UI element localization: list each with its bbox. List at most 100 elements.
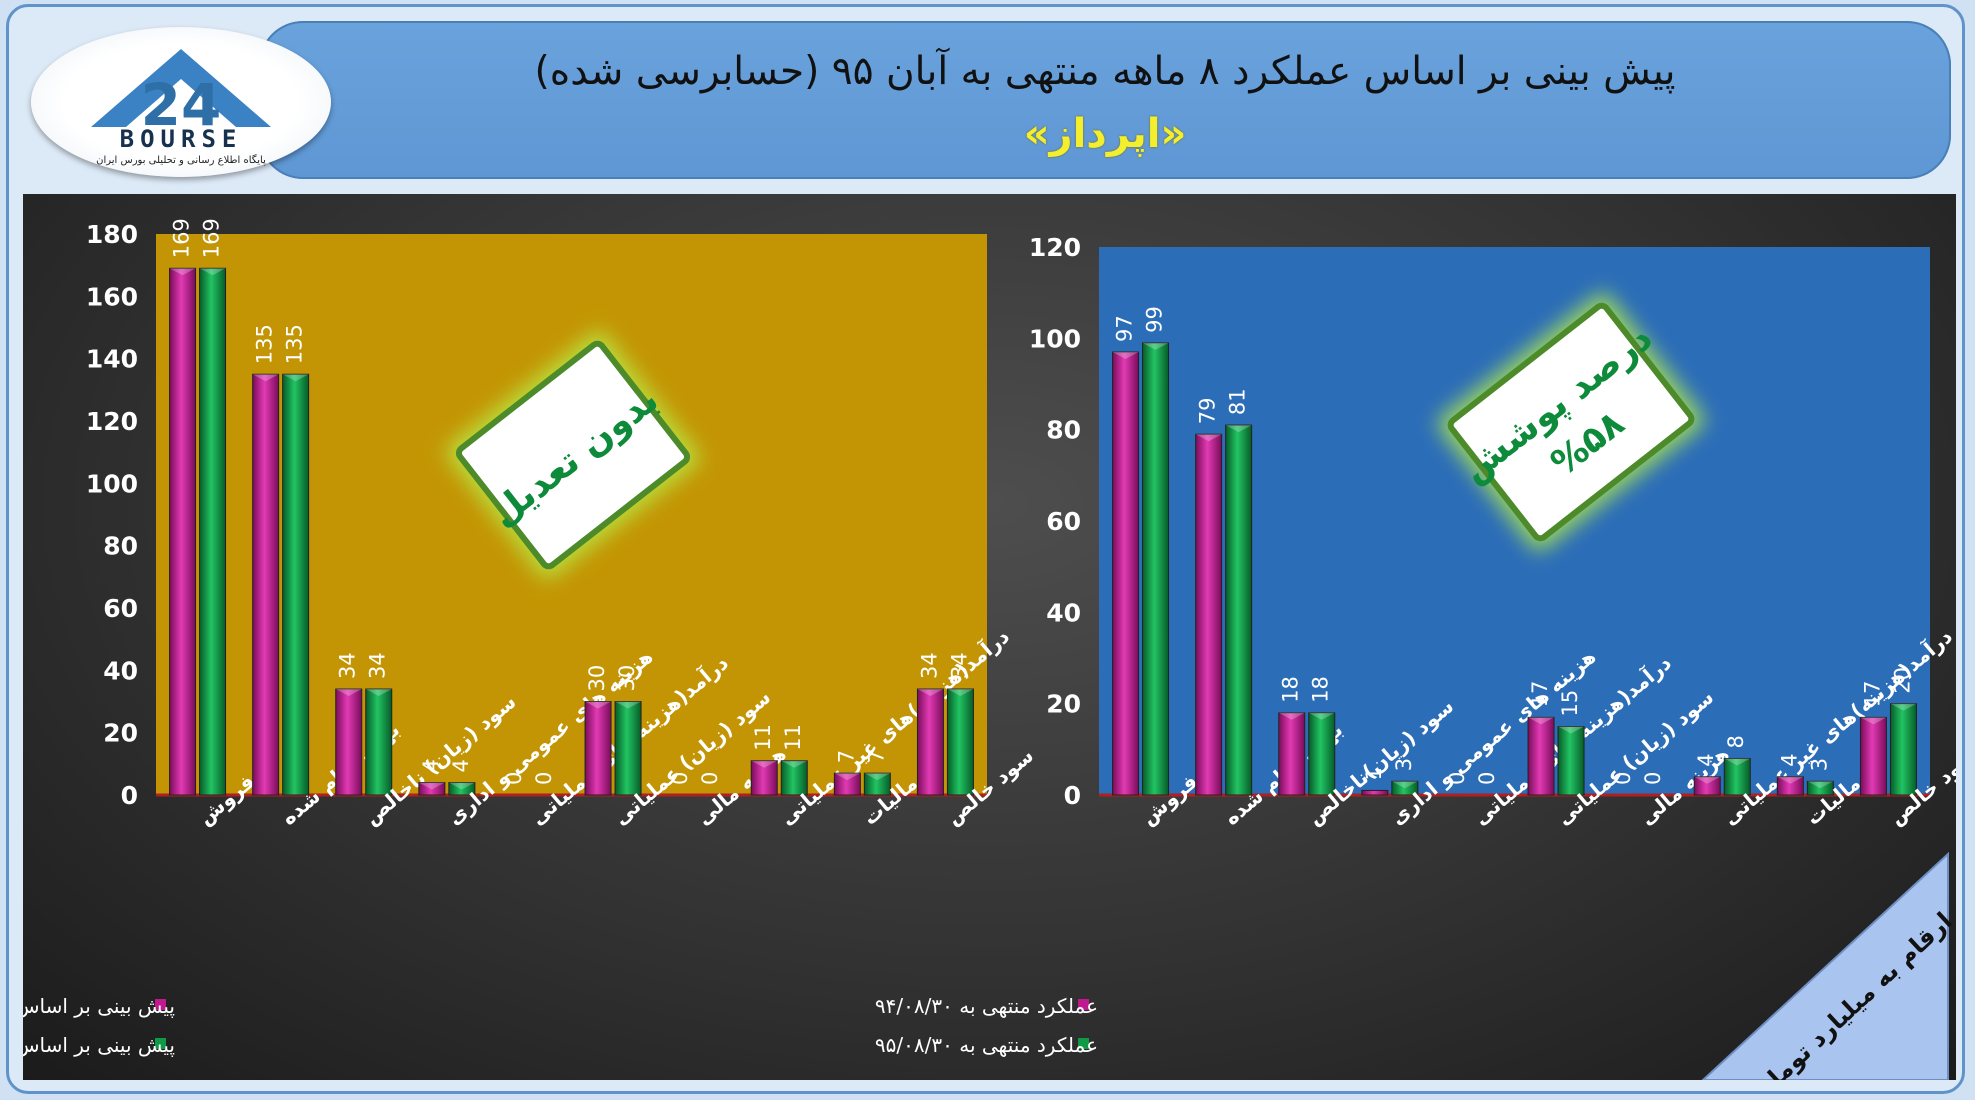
- left-chart-bar-cap: [252, 374, 279, 382]
- right-chart-bar-cap: [1528, 717, 1555, 725]
- right-chart-data-label: 4: [1777, 753, 1801, 766]
- right-chart-y-tick: 40: [1046, 598, 1081, 627]
- right-chart-bar: [1308, 712, 1336, 796]
- left-chart-data-label: 4: [419, 759, 443, 772]
- left-chart-bar-cap: [282, 374, 309, 382]
- left-chart-legend-label: پیش بینی بر اساس عملکرد ۳ ماهه: [23, 994, 175, 1019]
- logo-text: BOURSE: [119, 125, 243, 153]
- right-chart-data-label: 18: [1309, 676, 1333, 703]
- right-chart-data-label: 0: [1611, 772, 1635, 785]
- left-chart-y-tick: 100: [86, 469, 138, 498]
- left-chart-bar-cap: [169, 268, 196, 276]
- right-chart-data-label: 3: [1392, 758, 1416, 771]
- left-chart-bar-cap: [199, 268, 226, 276]
- right-chart: 0204060801001209799فروش7981بهای تمام شده…: [875, 233, 1956, 1057]
- left-chart-bar: [199, 267, 227, 796]
- left-chart-bar: [916, 688, 944, 796]
- left-chart-y-tick: 20: [103, 719, 138, 748]
- right-chart-data-label: 79: [1196, 397, 1220, 424]
- right-chart-data-label: 17: [1860, 681, 1884, 708]
- left-chart-bar: [365, 688, 393, 796]
- page-frame: پیش بینی بر اساس عملکرد ۸ ماهه منتهی به …: [6, 4, 1965, 1094]
- right-chart-bar: [1693, 776, 1721, 796]
- left-chart-data-label: 34: [947, 652, 971, 679]
- left-chart-bar: [750, 760, 778, 796]
- left-chart-data-label: 0: [668, 772, 692, 785]
- left-chart-bar: [946, 688, 974, 796]
- right-chart-bar: [1889, 703, 1917, 796]
- left-chart-data-label: 169: [200, 218, 224, 258]
- left-chart-bar: [418, 782, 446, 796]
- left-chart-y-tick: 40: [103, 656, 138, 685]
- right-chart-data-label: 3: [1807, 758, 1831, 771]
- left-chart-bar: [833, 772, 861, 796]
- right-chart-bar-cap: [1724, 758, 1751, 766]
- right-chart-bar: [1391, 780, 1419, 796]
- right-chart-legend-swatch: [1078, 999, 1089, 1010]
- left-chart-data-label: 135: [283, 324, 307, 364]
- right-chart-data-label: 8: [1724, 735, 1748, 748]
- left-chart-y-tick: 0: [121, 781, 138, 810]
- right-chart-y-tick: 0: [1064, 781, 1081, 810]
- left-chart-bar: [335, 688, 363, 796]
- logo-number: 24: [141, 71, 222, 137]
- left-chart-bar: [614, 701, 642, 796]
- left-chart-data-label: 34: [917, 652, 941, 679]
- left-chart-bar-cap: [781, 760, 808, 768]
- left-chart-y-tick: 180: [86, 220, 138, 249]
- left-chart-bar-cap: [864, 773, 891, 781]
- right-chart-data-label: 15: [1558, 690, 1582, 717]
- right-chart-legend-swatch: [1078, 1038, 1089, 1049]
- right-chart-data-label: 0: [1445, 772, 1469, 785]
- right-chart-bar: [1225, 424, 1253, 796]
- left-chart-data-label: 0: [502, 772, 526, 785]
- right-chart-bar-cap: [1308, 712, 1335, 720]
- right-chart-data-label: 4: [1694, 753, 1718, 766]
- left-chart-bar: [448, 782, 476, 796]
- left-chart-y-tick: 140: [86, 345, 138, 374]
- right-chart-legend-label: عملکرد منتهی به ۹۵/۰۸/۳۰: [875, 1033, 1098, 1057]
- left-chart-data-label: 30: [585, 665, 609, 692]
- left-chart-data-label: 11: [781, 724, 805, 751]
- left-chart-data-label: 34: [336, 652, 360, 679]
- left-chart-data-label: 7: [834, 750, 858, 763]
- right-chart-bar-cap: [1777, 776, 1804, 784]
- left-chart-data-label: 4: [449, 759, 473, 772]
- units-ribbon: ارقام به میلیارد تومان: [1701, 851, 1956, 1080]
- coverage-badge: درصد پوشش%۵۸: [1437, 292, 1705, 552]
- right-chart-data-label: 0: [1475, 772, 1499, 785]
- right-chart-bar-cap: [1890, 703, 1917, 711]
- right-chart-bar-cap: [1225, 425, 1252, 433]
- units-ribbon-shape: [1701, 851, 1949, 1080]
- left-chart-legend-label: پیش بینی بر اساس عملکرد ۶ ماهه: [23, 1033, 175, 1058]
- right-chart-bar: [1723, 757, 1751, 796]
- left-chart-bar-cap: [947, 689, 974, 697]
- right-chart-y-tick: 80: [1046, 416, 1081, 445]
- charts-panel: 0 20 40 60 80 100 120 140 160 180 169 169 فروش 135 135…: [23, 194, 1956, 1080]
- right-chart-bar: [1112, 351, 1140, 796]
- right-chart-data-label: 20: [1890, 667, 1914, 694]
- right-chart-data-label: 17: [1528, 681, 1552, 708]
- right-chart-y-tick: 60: [1046, 507, 1081, 536]
- left-chart-bar-cap: [448, 782, 475, 790]
- right-chart-bar: [1361, 789, 1389, 796]
- right-chart-data-label: 1: [1362, 767, 1386, 780]
- right-chart-bar-cap: [1807, 781, 1834, 789]
- left-chart-data-label: 11: [751, 724, 775, 751]
- left-chart-data-label: 0: [532, 772, 556, 785]
- right-chart-legend-label: عملکرد منتهی به ۹۴/۰۸/۳۰: [875, 994, 1098, 1018]
- right-chart-y-tick: 20: [1046, 690, 1081, 719]
- left-chart-bar-cap: [615, 701, 642, 709]
- no-adjustment-badge: بدون تعدیل: [445, 330, 701, 580]
- company-name: «اپرداز»: [1023, 111, 1187, 157]
- left-chart-bar-cap: [751, 760, 778, 768]
- right-chart-bar-cap: [1112, 352, 1139, 360]
- left-chart-bar-cap: [335, 689, 362, 697]
- bourse24-logo: 24 BOURSE پایگاه اطلاع رسانی و تحلیلی بو…: [31, 27, 331, 177]
- right-chart-data-label: 18: [1279, 676, 1303, 703]
- no-adjustment-badge-box: [455, 340, 691, 570]
- left-chart-legend-swatch: [155, 999, 166, 1010]
- right-chart-bar: [1557, 726, 1585, 796]
- right-chart-bar: [1195, 433, 1223, 796]
